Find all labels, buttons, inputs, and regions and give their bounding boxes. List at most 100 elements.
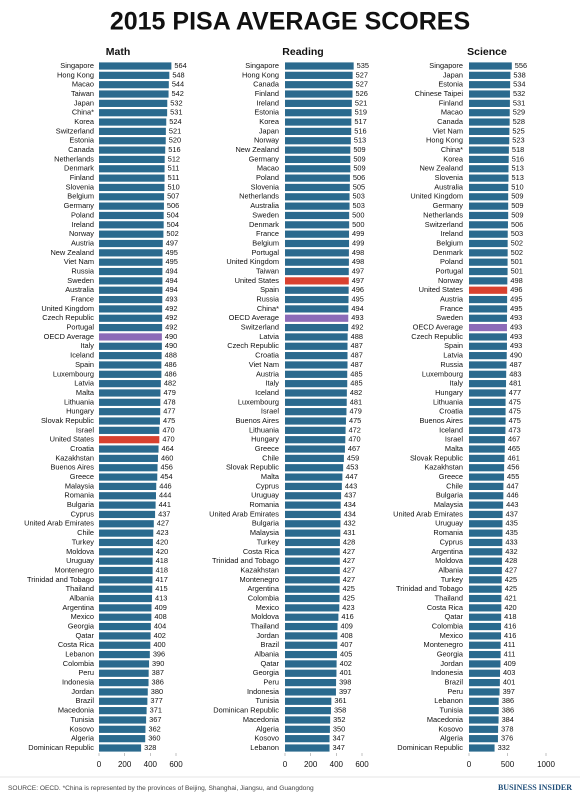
value-label: 499 bbox=[352, 238, 364, 247]
bar bbox=[285, 230, 350, 238]
value-label: 503 bbox=[353, 201, 365, 210]
value-label: 512 bbox=[168, 154, 180, 163]
category-label: Peru bbox=[78, 668, 94, 677]
category-label: Buenos Aires bbox=[50, 463, 94, 472]
category-label: Bulgaria bbox=[252, 519, 280, 528]
value-label: 362 bbox=[148, 724, 160, 733]
bar bbox=[285, 510, 341, 519]
category-label: OECD Average bbox=[44, 332, 94, 341]
bar bbox=[99, 436, 160, 444]
category-label: Spain bbox=[75, 360, 94, 369]
category-label: Kazakhstan bbox=[240, 565, 279, 574]
bar bbox=[469, 735, 498, 743]
bar bbox=[99, 398, 161, 406]
category-label: Lithuania bbox=[433, 397, 464, 406]
category-label: New Zealand bbox=[419, 164, 463, 173]
category-label: Japan bbox=[74, 98, 94, 107]
value-label: 495 bbox=[510, 295, 522, 304]
value-label: 518 bbox=[512, 145, 524, 154]
category-label: Macao bbox=[72, 80, 94, 89]
value-label: 516 bbox=[354, 126, 366, 135]
value-label: 502 bbox=[511, 248, 523, 257]
category-label: United Kingdom bbox=[226, 257, 279, 266]
bar bbox=[99, 249, 163, 257]
value-label: 350 bbox=[333, 724, 345, 733]
category-label: Argentina bbox=[62, 603, 95, 612]
category-label: Canada bbox=[68, 145, 95, 154]
category-label: Brazil bbox=[445, 678, 464, 687]
bar bbox=[469, 230, 508, 238]
value-label: 538 bbox=[513, 70, 525, 79]
value-label: 367 bbox=[149, 715, 161, 724]
value-label: 481 bbox=[350, 397, 362, 406]
value-label: 494 bbox=[165, 266, 177, 275]
bar bbox=[469, 510, 503, 519]
category-label: Finland bbox=[255, 89, 279, 98]
bar bbox=[285, 725, 330, 733]
value-label: 431 bbox=[343, 528, 355, 537]
bar bbox=[99, 454, 159, 462]
bar bbox=[285, 258, 349, 266]
value-label: 493 bbox=[510, 341, 522, 350]
value-label: 402 bbox=[154, 631, 166, 640]
bar bbox=[285, 221, 350, 229]
bar bbox=[99, 165, 165, 173]
value-label: 443 bbox=[506, 500, 518, 509]
category-label: Brazil bbox=[261, 640, 280, 649]
category-label: Taiwan bbox=[256, 266, 279, 275]
bar bbox=[99, 286, 163, 294]
value-label: 420 bbox=[156, 547, 168, 556]
value-label: 500 bbox=[352, 220, 364, 229]
category-label: Thailand bbox=[435, 593, 463, 602]
bar bbox=[99, 529, 154, 537]
category-label: Mexico bbox=[71, 612, 94, 621]
category-label: Israel bbox=[445, 435, 463, 444]
category-label: Ireland bbox=[440, 229, 463, 238]
bar bbox=[469, 520, 503, 528]
value-label: 408 bbox=[340, 631, 352, 640]
bar bbox=[99, 566, 153, 575]
bar bbox=[469, 585, 502, 593]
value-label: 513 bbox=[512, 164, 524, 173]
category-label: Croatia bbox=[439, 407, 464, 416]
category-label: Austria bbox=[71, 238, 95, 247]
category-label: Macedonia bbox=[243, 715, 280, 724]
category-label: Norway bbox=[69, 229, 94, 238]
bar bbox=[469, 174, 509, 182]
value-label: 502 bbox=[511, 238, 523, 247]
category-label: Algeria bbox=[440, 734, 464, 743]
bar bbox=[285, 576, 340, 584]
value-label: 526 bbox=[356, 89, 368, 98]
category-label: Latvia bbox=[443, 351, 464, 360]
bar bbox=[285, 707, 331, 715]
category-label: Estonia bbox=[254, 108, 280, 117]
category-label: Macao bbox=[257, 164, 279, 173]
x-tick-label: 0 bbox=[97, 760, 102, 769]
bar bbox=[285, 249, 349, 257]
value-label: 511 bbox=[168, 173, 180, 182]
category-label: Germany bbox=[249, 154, 280, 163]
value-label: 435 bbox=[505, 519, 517, 528]
bar bbox=[99, 641, 151, 649]
category-label: Dominican Republic bbox=[397, 743, 463, 752]
category-label: New Zealand bbox=[50, 248, 94, 257]
bar bbox=[285, 71, 353, 79]
bar bbox=[99, 707, 147, 715]
bar bbox=[285, 211, 350, 220]
value-label: 490 bbox=[165, 341, 177, 350]
value-label: 427 bbox=[505, 565, 517, 574]
bar bbox=[99, 193, 165, 201]
category-label: Buenos Aires bbox=[235, 416, 279, 425]
value-label: 525 bbox=[512, 126, 524, 135]
value-label: 493 bbox=[510, 313, 522, 322]
bar bbox=[285, 557, 340, 565]
category-label: Estonia bbox=[69, 136, 95, 145]
bar bbox=[469, 426, 506, 434]
category-label: Sweden bbox=[252, 210, 279, 219]
bar bbox=[285, 118, 352, 126]
value-label: 328 bbox=[144, 743, 156, 752]
value-label: 500 bbox=[352, 210, 364, 219]
category-label: Thailand bbox=[251, 622, 279, 631]
value-label: 516 bbox=[168, 145, 180, 154]
category-label: Peru bbox=[263, 678, 279, 687]
